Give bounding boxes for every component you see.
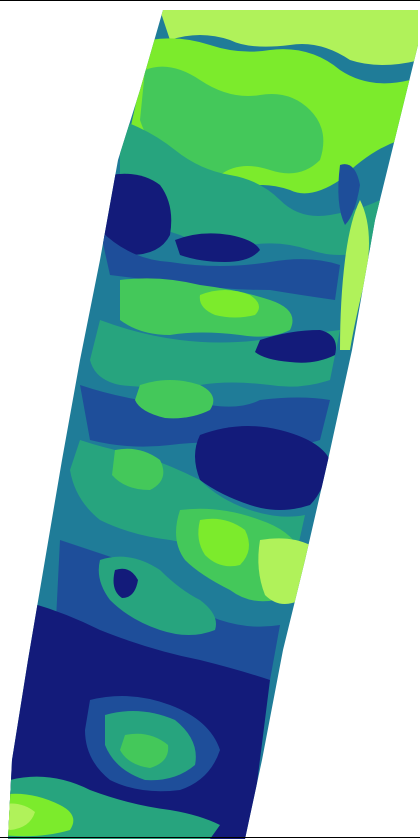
zone-very-low-4: [195, 426, 330, 510]
frame-top-border: [0, 0, 420, 1]
zone-low-east: [338, 164, 360, 225]
zone-medium-high-3: [135, 380, 214, 419]
zone-medium-high-4: [112, 448, 164, 490]
zone-very-high-north: [160, 10, 418, 65]
zone-very-low-2: [175, 233, 260, 262]
zone-very-low-3: [255, 330, 336, 363]
zone-very-low-5: [113, 568, 138, 598]
zone-low-band-1: [100, 230, 340, 300]
zone-medium-1: [120, 120, 380, 255]
zone-medium-high-1: [140, 66, 324, 179]
zone-medium-2: [90, 320, 340, 388]
zone-high-3: [198, 518, 249, 567]
zone-very-high-east-strip: [340, 200, 369, 350]
zone-very-low-1: [100, 173, 172, 255]
zone-medium-high-south: [120, 733, 169, 768]
zone-very-high-east: [258, 538, 310, 604]
zone-layer: [8, 10, 418, 839]
zone-high-2: [199, 290, 259, 318]
frame-bottom-border: [0, 837, 420, 838]
